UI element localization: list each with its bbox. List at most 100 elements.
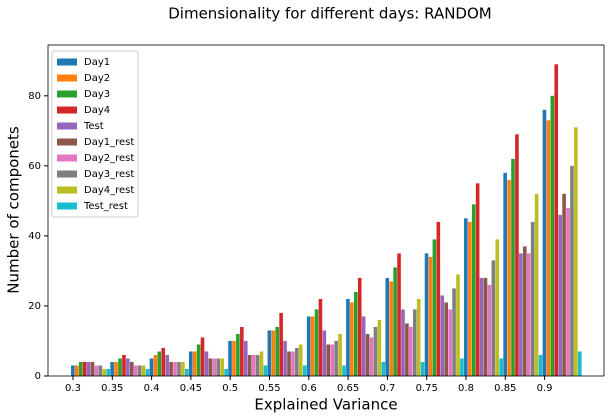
bar	[464, 218, 468, 376]
bar	[240, 326, 244, 376]
x-tick-label: 0.75	[416, 383, 438, 394]
bar	[129, 361, 134, 376]
bar	[346, 298, 350, 376]
bar	[169, 361, 173, 376]
bar	[114, 361, 118, 376]
bar	[420, 361, 425, 376]
x-axis-label: Explained Variance	[254, 396, 397, 414]
legend-swatch	[57, 202, 77, 210]
bar	[401, 309, 405, 376]
bar	[562, 193, 566, 376]
bar	[467, 221, 472, 376]
bar	[515, 134, 519, 376]
y-tick-label: 40	[28, 231, 41, 242]
bar	[526, 253, 531, 376]
bar	[118, 358, 122, 376]
x-tick-label: 0.4	[144, 383, 160, 394]
bar	[546, 120, 551, 376]
legend-swatch	[57, 170, 77, 178]
bar	[475, 183, 480, 376]
legend-label: Day3_rest	[84, 169, 134, 180]
legend-swatch	[57, 138, 77, 146]
bar	[220, 358, 224, 376]
bar	[318, 298, 323, 376]
bar	[428, 256, 433, 376]
bar	[456, 274, 460, 376]
x-tick-label: 0.9	[537, 383, 553, 394]
bar	[216, 358, 221, 376]
bar	[440, 295, 445, 376]
bar	[405, 323, 409, 376]
bar	[397, 253, 401, 376]
bar	[255, 354, 260, 376]
bar	[181, 361, 185, 376]
bar	[558, 214, 562, 376]
bar	[350, 302, 354, 376]
bar	[566, 207, 570, 376]
bar	[373, 326, 378, 376]
bar	[377, 319, 382, 376]
bar	[137, 365, 142, 376]
bar	[416, 298, 421, 376]
bar	[542, 109, 547, 376]
bar	[298, 344, 303, 376]
chart-title: Dimensionality for different days: RANDO…	[168, 5, 491, 23]
x-tick-label: 0.35	[101, 383, 123, 394]
y-axis-label: Number of componets	[5, 126, 23, 294]
bar	[133, 365, 138, 376]
bar	[460, 358, 464, 376]
bar	[102, 368, 107, 376]
bar	[212, 358, 217, 376]
bar	[409, 326, 413, 376]
legend-label: Day4	[84, 105, 110, 116]
bar	[534, 193, 539, 376]
bar	[353, 291, 358, 376]
bar	[192, 351, 197, 376]
x-tick-label: 0.65	[337, 383, 359, 394]
bar	[283, 340, 287, 376]
bar	[188, 351, 193, 376]
bar	[279, 312, 283, 376]
bar	[452, 288, 456, 376]
bar	[82, 361, 87, 376]
bar	[74, 365, 79, 376]
bar	[263, 365, 268, 376]
legend-label: Day3	[84, 89, 110, 100]
x-tick-label: 0.3	[65, 383, 81, 394]
bar	[86, 361, 91, 376]
bar	[306, 316, 311, 376]
legend-label: Day1	[84, 57, 110, 68]
bar	[499, 358, 504, 376]
legend-swatch	[57, 106, 77, 114]
bar	[538, 354, 543, 376]
bar	[208, 358, 213, 376]
y-tick-label: 60	[28, 161, 41, 172]
legend-label: Day4_rest	[84, 185, 134, 196]
bar	[295, 347, 299, 376]
bar	[196, 344, 201, 376]
bar	[424, 253, 429, 376]
legend-swatch	[57, 74, 77, 82]
bar	[436, 221, 441, 376]
bar	[322, 330, 327, 376]
y-tick-label: 80	[28, 91, 41, 102]
bar	[511, 158, 515, 376]
bar	[228, 340, 232, 376]
bar	[570, 165, 574, 376]
legend-label: Day2	[84, 73, 110, 84]
bar	[78, 361, 83, 376]
bar	[243, 340, 248, 376]
bar	[550, 95, 555, 376]
bar	[491, 260, 496, 376]
bar	[522, 246, 527, 376]
bar	[519, 253, 523, 376]
bar	[302, 365, 307, 376]
x-tick-label: 0.6	[301, 383, 317, 394]
bar	[393, 267, 397, 376]
legend-label: Test	[83, 121, 104, 132]
bar	[157, 351, 162, 376]
legend-label: Test_rest	[83, 201, 128, 212]
legend-label: Day2_rest	[84, 153, 134, 164]
bar	[412, 309, 417, 376]
bar	[342, 365, 346, 376]
